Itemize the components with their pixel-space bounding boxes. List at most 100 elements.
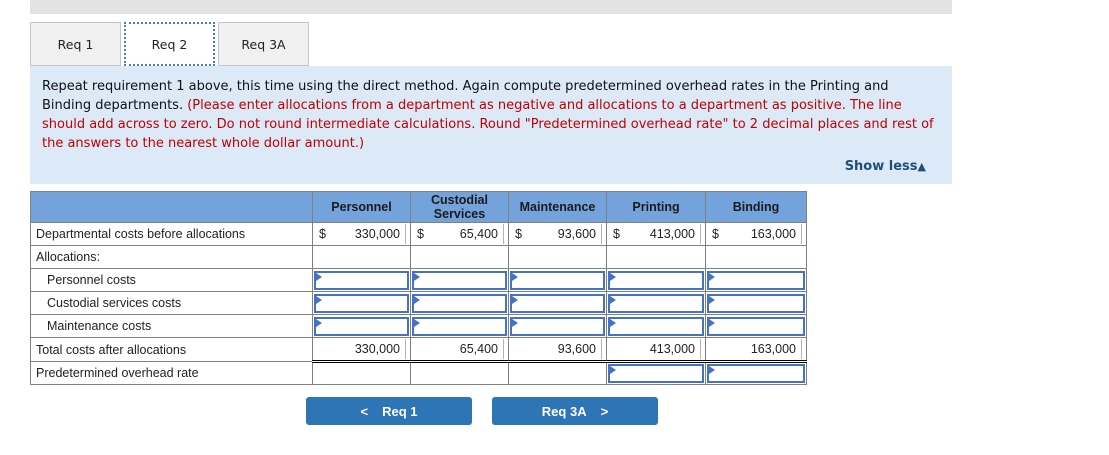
input-custodial-costs-binding[interactable]: [707, 293, 805, 313]
dollar-sign: $: [417, 227, 424, 241]
input-predetermined-rate-printing[interactable]: [608, 364, 704, 383]
cell-total-binding: 163,000: [705, 337, 807, 363]
input-maintenance-costs-maintenance[interactable]: [510, 316, 605, 336]
cell-value: 65,400: [459, 227, 498, 241]
cell-input: [606, 291, 706, 315]
input-custodial-costs-printing[interactable]: [608, 293, 704, 313]
cell-before-binding: $163,000: [705, 222, 807, 246]
cell-value: 93,600: [557, 227, 596, 241]
cell-total-personnel: 330,000: [312, 337, 411, 363]
cell-value: 163,000: [750, 227, 796, 241]
input-personnel-costs-custodial[interactable]: [412, 270, 507, 290]
footer-navigation: < Req 1 Req 3A >: [306, 397, 1109, 425]
triangle-up-icon: ▲: [917, 160, 926, 173]
input-custodial-costs-maintenance[interactable]: [510, 293, 605, 313]
row-label-maintenance-costs: Maintenance costs: [30, 314, 313, 338]
row-label-custodial-costs: Custodial services costs: [30, 291, 313, 315]
instructions-panel: Repeat requirement 1 above, this time us…: [30, 66, 952, 184]
tab-label: Req 2: [151, 36, 188, 52]
cell-empty: [410, 245, 509, 269]
cell-empty: [312, 245, 411, 269]
input-maintenance-costs-binding[interactable]: [707, 316, 805, 336]
column-header-custodial-services: Custodial Services: [410, 191, 509, 223]
input-predetermined-rate-binding[interactable]: [707, 364, 805, 383]
cell-value: 413,000: [649, 342, 695, 356]
row-label-predetermined-rate: Predetermined overhead rate: [30, 361, 313, 385]
header-row: Personnel Custodial Services Maintenance…: [30, 191, 807, 223]
cell-input: [312, 268, 411, 292]
show-less-label: Show less: [844, 159, 918, 174]
column-header-binding: Binding: [705, 191, 807, 223]
dollar-sign: $: [515, 227, 522, 241]
table-row-maintenance-costs: Maintenance costs: [30, 314, 807, 338]
cell-input: [410, 291, 509, 315]
column-header-maintenance: Maintenance: [508, 191, 607, 223]
requirement-tabs: Req 1 Req 2 Req 3A: [30, 22, 1109, 66]
cell-value: 413,000: [649, 227, 695, 241]
input-custodial-costs-custodial[interactable]: [412, 293, 507, 313]
cell-empty: [508, 361, 607, 385]
cell-input: [606, 268, 706, 292]
cell-total-maintenance: 93,600: [508, 337, 607, 363]
cell-empty: [606, 245, 706, 269]
tab-label: Req 3A: [241, 36, 286, 52]
cell-empty: [508, 245, 607, 269]
cell-empty: [705, 245, 807, 269]
input-personnel-costs-maintenance[interactable]: [510, 270, 605, 290]
input-maintenance-costs-printing[interactable]: [608, 316, 704, 336]
row-label-allocations: Allocations:: [30, 245, 313, 269]
cell-input: [508, 268, 607, 292]
input-custodial-costs-personnel[interactable]: [314, 293, 409, 313]
cell-input: [410, 314, 509, 338]
input-personnel-costs-printing[interactable]: [608, 270, 704, 290]
tab-label: Req 1: [57, 36, 94, 52]
next-req-label: Req 3A: [541, 403, 587, 419]
tab-req-3a[interactable]: Req 3A: [218, 22, 309, 66]
cell-value: 163,000: [750, 342, 796, 356]
table-row-departmental-costs: Departmental costs before allocations $3…: [30, 222, 807, 246]
next-req-button[interactable]: Req 3A >: [492, 397, 658, 425]
cell-input: [508, 291, 607, 315]
cell-value: 330,000: [354, 227, 400, 241]
tab-req-1[interactable]: Req 1: [30, 22, 121, 66]
instructions-intro: Repeat requirement 1 above, this time us…: [42, 79, 889, 113]
table-row-custodial-costs: Custodial services costs: [30, 291, 807, 315]
dollar-sign: $: [613, 227, 620, 241]
input-personnel-costs-personnel[interactable]: [314, 270, 409, 290]
show-less-link[interactable]: Show less▲: [42, 157, 938, 176]
cell-total-custodial: 65,400: [410, 337, 509, 363]
cell-input: [410, 268, 509, 292]
table-row-personnel-costs: Personnel costs: [30, 268, 807, 292]
input-personnel-costs-binding[interactable]: [707, 270, 805, 290]
prev-req-label: Req 1: [382, 403, 418, 419]
input-maintenance-costs-personnel[interactable]: [314, 316, 409, 336]
cell-before-custodial: $65,400: [410, 222, 509, 246]
row-label-departmental-costs: Departmental costs before allocations: [30, 222, 313, 246]
dollar-sign: $: [712, 227, 719, 241]
row-label-total-costs: Total costs after allocations: [30, 337, 313, 362]
cell-input: [705, 268, 807, 292]
instructions-note: (Please enter allocations from a departm…: [42, 98, 934, 151]
cell-total-printing: 413,000: [606, 337, 706, 363]
cell-value: 330,000: [354, 342, 400, 356]
top-divider-bar: [30, 0, 952, 14]
row-label-personnel-costs: Personnel costs: [30, 268, 313, 292]
chevron-left-icon: <: [360, 403, 369, 419]
table-row-predetermined-rate: Predetermined overhead rate: [30, 361, 807, 385]
cell-before-personnel: $330,000: [312, 222, 411, 246]
input-maintenance-costs-custodial[interactable]: [412, 316, 507, 336]
chevron-right-icon: >: [600, 403, 609, 419]
cell-input: [705, 314, 807, 338]
allocation-table-container: Personnel Custodial Services Maintenance…: [30, 191, 1109, 385]
cell-empty: [312, 361, 411, 385]
cell-before-maintenance: $93,600: [508, 222, 607, 246]
tab-req-2[interactable]: Req 2: [124, 22, 215, 66]
cell-input: [705, 291, 807, 315]
table-row-total-costs: Total costs after allocations 330,000 65…: [30, 337, 807, 363]
cell-value: 93,600: [557, 342, 596, 356]
cell-value: 65,400: [459, 342, 498, 356]
dollar-sign: $: [319, 227, 326, 241]
prev-req-button[interactable]: < Req 1: [306, 397, 472, 425]
cell-before-printing: $413,000: [606, 222, 706, 246]
cell-input: [312, 291, 411, 315]
